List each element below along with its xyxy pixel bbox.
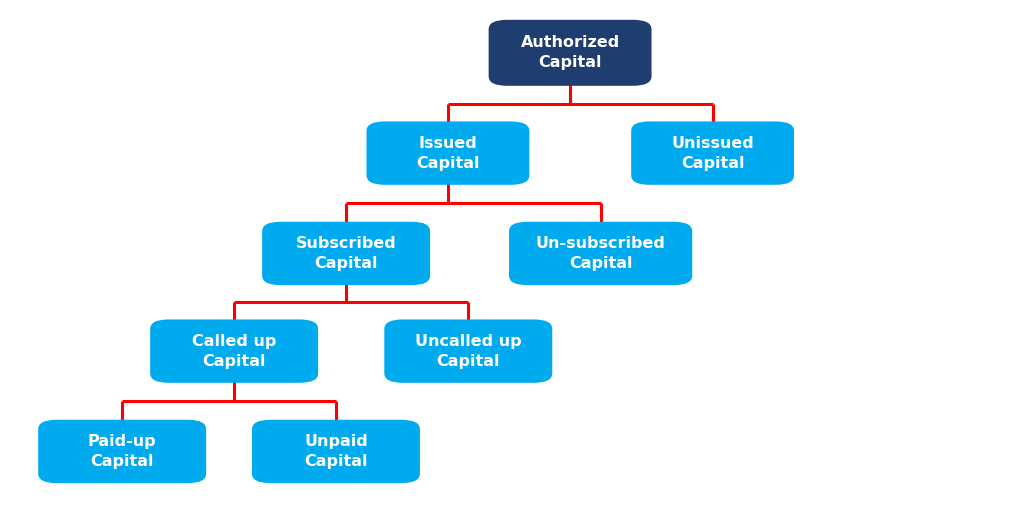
FancyBboxPatch shape xyxy=(509,222,692,285)
Text: Issued
Capital: Issued Capital xyxy=(416,136,479,171)
Text: Subscribed
Capital: Subscribed Capital xyxy=(296,236,396,271)
FancyBboxPatch shape xyxy=(38,420,206,483)
FancyBboxPatch shape xyxy=(151,319,318,383)
Text: Un-subscribed
Capital: Un-subscribed Capital xyxy=(535,236,666,271)
FancyBboxPatch shape xyxy=(366,121,529,185)
FancyBboxPatch shape xyxy=(262,222,430,285)
Text: Unpaid
Capital: Unpaid Capital xyxy=(304,434,367,469)
FancyBboxPatch shape xyxy=(251,420,419,483)
FancyBboxPatch shape xyxy=(631,121,794,185)
Text: Uncalled up
Capital: Uncalled up Capital xyxy=(415,334,521,369)
Text: Authorized
Capital: Authorized Capital xyxy=(520,35,620,70)
FancyBboxPatch shape xyxy=(489,20,652,86)
FancyBboxPatch shape xyxy=(385,319,552,383)
Text: Unissued
Capital: Unissued Capital xyxy=(671,136,754,171)
Text: Paid-up
Capital: Paid-up Capital xyxy=(88,434,157,469)
Text: Called up
Capital: Called up Capital xyxy=(192,334,276,369)
